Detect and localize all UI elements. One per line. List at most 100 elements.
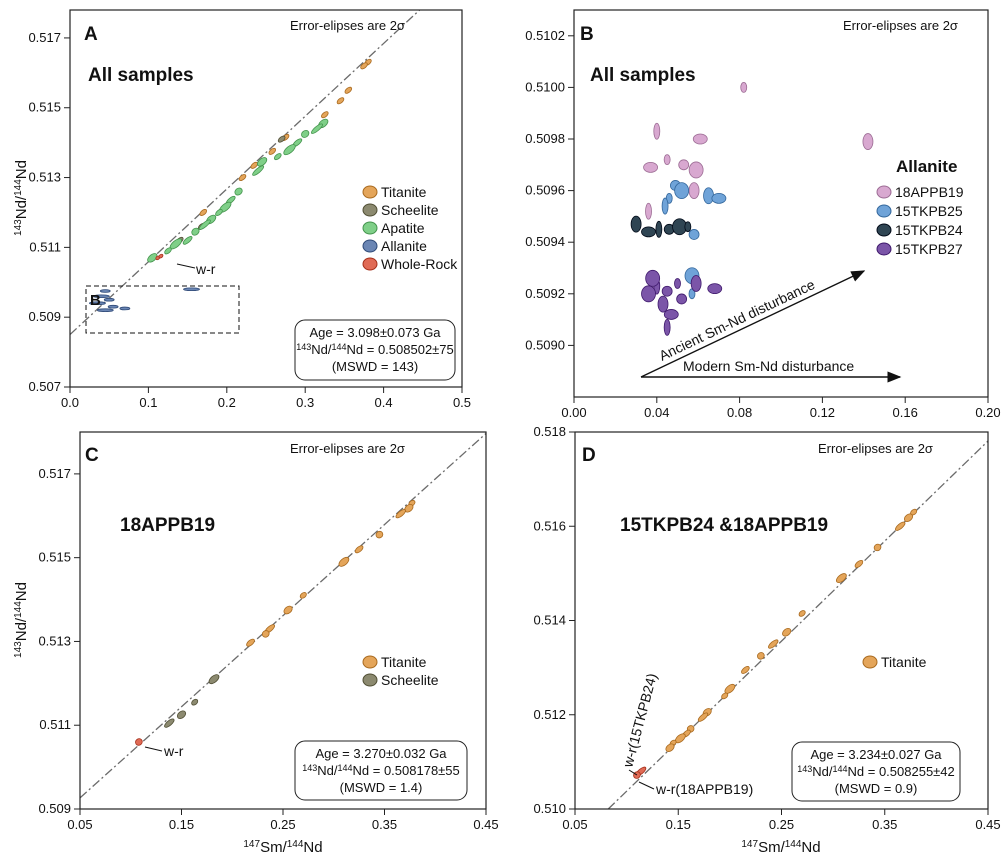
data-point-apatite: [234, 187, 243, 196]
legend-label: Whole-Rock: [381, 256, 458, 272]
data-point-titanite: [344, 86, 353, 94]
legend-marker-a15TKPB27: [876, 242, 892, 256]
y-tick-label: 0.511: [39, 717, 71, 732]
panel-d-wr-label-1: w-r(15TKPB24): [619, 671, 660, 769]
data-point-titanite: [199, 208, 208, 216]
legend-marker-a15TKPB24: [876, 223, 892, 237]
legend-label: 15TKPB25: [895, 203, 963, 219]
data-point-a15TKPB24: [684, 221, 692, 233]
y-tick-label: 0.514: [533, 613, 566, 628]
data-point-wholerock: [135, 738, 143, 746]
legend-label: 18APPB19: [895, 184, 964, 200]
data-point-a15TKPB27: [663, 318, 671, 336]
data-point-allanite: [99, 289, 111, 293]
data-point-titanite: [395, 509, 406, 519]
legend-marker-wholerock: [362, 257, 378, 271]
x-tick-label: 0.2: [218, 395, 236, 410]
x-tick-label: 0.00: [561, 405, 586, 420]
data-point-allanite: [107, 304, 119, 309]
data-point-a15TKPB27: [707, 283, 723, 295]
panel-c-legend: Titanite Scheelite: [362, 654, 439, 688]
data-point-titanite: [741, 666, 750, 674]
data-point-titanite: [354, 545, 364, 554]
legend-marker-a15TKPB25: [876, 204, 892, 218]
data-point-apatite: [256, 157, 268, 167]
data-point-a18APPB19: [692, 133, 708, 145]
data-point-titanite: [261, 630, 270, 638]
y-tick-label: 0.513: [28, 170, 61, 185]
data-point-allanite: [103, 297, 115, 302]
legend-label: Allanite: [381, 238, 427, 254]
panel-a-stats-box: Age = 3.098±0.073 Ga 143Nd/144Nd = 0.508…: [294, 319, 456, 381]
data-point-scheelite: [191, 698, 199, 706]
y-tick-label: 0.516: [533, 518, 566, 533]
data-point-allanite: [183, 287, 200, 292]
data-point-titanite: [268, 147, 277, 155]
data-point-titanite: [299, 592, 307, 599]
y-tick-label: 0.509: [28, 309, 61, 324]
panel-c-age: Age = 3.270±0.032 Ga: [315, 746, 447, 761]
data-point-a15TKPB25: [711, 192, 727, 204]
data-point-titanite: [321, 111, 329, 119]
panel-d-title: 15TKPB24 &18APPB19: [620, 515, 828, 536]
y-tick-label: 0.515: [38, 550, 71, 565]
isochron-line: [79, 432, 487, 799]
legend-marker-titanite: [862, 655, 878, 669]
x-tick-label: 0.25: [769, 817, 794, 832]
y-tick-label: 0.5100: [525, 79, 565, 94]
modern-arrow-label: Modern Sm-Nd disturbance: [683, 358, 854, 374]
data-point-titanite: [757, 652, 765, 660]
y-tick-label: 0.510: [533, 801, 566, 816]
x-tick-label: 0.1: [139, 395, 157, 410]
panel-b-frame: [573, 9, 989, 398]
panel-c: 0.05 0.15 0.25 0.35 0.45 0.509 0.511 0.513 0.515…: [13, 431, 499, 856]
panel-a-marks: [69, 9, 421, 336]
x-tick-label: 0.05: [562, 817, 587, 832]
data-point-a18APPB19: [678, 159, 690, 171]
data-point-titanite: [375, 530, 384, 539]
data-point-a15TKPB27: [663, 309, 679, 320]
legend-label: Titanite: [881, 654, 927, 670]
data-point-wholerock: [158, 253, 164, 259]
legend-label: Titanite: [381, 654, 427, 670]
x-tick-label: 0.45: [473, 817, 498, 832]
panel-a-title: All samples: [88, 65, 194, 86]
data-point-allanite: [96, 308, 114, 313]
y-tick-label: 0.5090: [525, 337, 565, 352]
panel-c-error-note: Error-elipses are 2σ: [290, 441, 405, 456]
data-point-scheelite: [176, 710, 187, 720]
x-tick-label: 0.08: [727, 405, 752, 420]
data-point-a15TKPB25: [688, 229, 700, 240]
data-point-a18APPB19: [688, 161, 704, 179]
data-point-scheelite: [277, 135, 286, 143]
data-point-a18APPB19: [862, 133, 874, 150]
panel-c-stats-box: Age = 3.270±0.032 Ga 143Nd/144Nd = 0.508…: [294, 740, 468, 801]
panel-d: 0.05 0.15 0.25 0.35 0.45 0.510 0.512 0.514 0.516…: [533, 424, 1000, 856]
data-point-apatite: [182, 236, 193, 245]
data-point-a15TKPB25: [703, 187, 714, 205]
panel-d-legend: Titanite: [862, 654, 927, 670]
ancient-arrow-label: Ancient Sm-Nd disturbance: [656, 276, 817, 364]
panel-c-marks: [79, 432, 487, 799]
data-point-a15TKPB25: [661, 197, 669, 215]
legend-marker-scheelite: [362, 203, 378, 217]
panel-d-frame: [574, 431, 989, 810]
legend-marker-apatite: [362, 221, 378, 235]
panel-d-wr-pointer-2: [638, 781, 655, 790]
data-point-apatite: [252, 165, 265, 176]
isochron-line: [69, 9, 421, 336]
y-tick-label: 0.517: [38, 466, 71, 481]
panel-c-letter: C: [85, 445, 99, 466]
panel-b-error-note: Error-elipses are 2σ: [843, 18, 958, 33]
panel-a-intercept: 143Nd/144Nd = 0.508502±75: [296, 342, 454, 357]
data-point-a15TKPB27: [657, 295, 669, 313]
panel-c-xlabel: 147Sm/144Nd: [243, 839, 322, 856]
y-tick-label: 0.507: [28, 379, 61, 394]
data-point-a18APPB19: [663, 154, 671, 166]
panel-c-wr-label: w-r: [163, 743, 184, 759]
data-point-allanite: [89, 301, 106, 306]
data-point-apatite: [198, 219, 211, 230]
x-tick-label: 0.0: [61, 395, 79, 410]
data-point-a18APPB19: [645, 202, 652, 220]
